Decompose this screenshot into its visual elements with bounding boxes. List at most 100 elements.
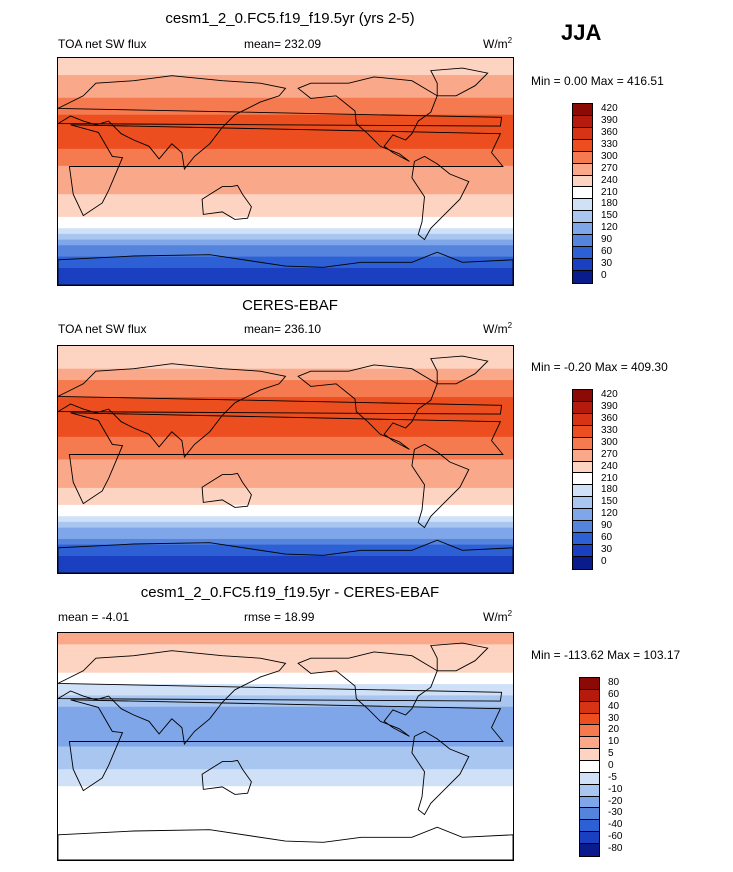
panel2-colorbar-tick: 420 [601,388,618,400]
panel3-mean-label: mean = -4.01 [58,610,130,624]
panel2-colorbar-tick: 30 [601,544,613,556]
panel3-colorbar-box [580,772,599,785]
panel2-title: CERES-EBAF [242,297,338,314]
panel1-zonal-band [58,256,513,263]
panel1-zonal-band [58,188,513,195]
panel3-colorbar-box [580,678,599,690]
panel2-coastline [430,355,489,385]
panel2-zonal-band [58,346,513,353]
panel2-zonal-band [58,493,513,500]
panel2-zonal-band [58,408,513,415]
panel2-zonal-band [58,482,513,489]
panel3-zonal-band [58,695,513,702]
panel1-zonal-band [58,69,513,76]
panel1-zonal-band [58,205,513,212]
panel3-zonal-band [58,661,513,668]
panel3-zonal-band [58,718,513,725]
panel2-zonal-band [58,357,513,364]
panel3-coastline [58,650,503,746]
panel2-zonal-band [58,351,513,358]
panel3-zonal-band [58,854,513,860]
panel3-zonal-band [58,633,513,640]
panel3-zonal-band [58,723,513,731]
panel2-coastline [297,364,438,450]
panel1-colorbar-tick: 270 [601,162,618,174]
panel1-zonal-band [58,250,513,258]
panel2-zonal-band [58,516,513,523]
panel1-colorbar-tick: 180 [601,198,618,210]
panel3-zonal-band [58,644,513,651]
panel1-variable-label: TOA net SW flux [58,37,147,51]
panel2-coastline [68,412,504,505]
panel1-colorbar-box [573,223,592,236]
panel1-zonal-band [58,86,513,93]
panel1-zonal-band [58,245,513,252]
panel3-zonal-band [58,814,513,821]
panel1-zonal-band [58,182,513,190]
panel2-zonal-band [58,567,513,573]
panel1-colorbar-tick: 330 [601,138,618,150]
panel2-zonal-band [58,431,513,438]
panel3-zonal-band [58,735,513,742]
panel1-zonal-band [58,267,513,275]
panel3-zonal-band [58,689,513,697]
panel2-zonal-band [58,453,513,461]
panel2-colorbar-tick: 330 [601,424,618,436]
panel2-colorbar-box [573,521,592,534]
panel1-zonal-band [58,148,513,156]
panel2-colorbar-tick: 240 [601,460,618,472]
panel3-zonal-band [58,780,513,787]
panel1-zonal-band [58,131,513,139]
panel2-colorbar-box [573,544,592,557]
panel3-colorbar-tick: -20 [608,795,623,807]
panel1-colorbar-tick: 0 [601,270,607,282]
panel2-zonal-band [58,465,513,472]
panel1-zonal-band [58,279,513,285]
panel3-colorbar-box [580,737,599,750]
panel2-colorbar-tick: 120 [601,508,618,520]
panel2-zonal-band [58,442,513,449]
panel3-zonal-band [58,752,513,759]
panel3-colorbar-box [580,689,599,702]
panel2-zonal-band [58,459,513,466]
panel3-colorbar [579,677,600,857]
panel2-zonal-band [58,363,513,370]
panel3-coastline [68,699,504,792]
panel3-coastline [201,759,252,795]
panel1-zonal-band [58,171,513,178]
panel2-colorbar-box [573,413,592,426]
panel3-zonal-band [58,791,513,799]
panel3-colorbar-box [580,808,599,821]
panel3-colorbar-box [580,832,599,845]
panel2-zonal-band [58,510,513,517]
panel1-coastline [201,184,252,220]
panel1-colorbar-box [573,247,592,259]
panel3-colorbar-box [580,713,599,726]
panel2-colorbar-box [573,485,592,498]
panel2-zonal-band [58,499,513,506]
panel1-colorbar-tick: 240 [601,174,618,186]
panel2-colorbar-tick: 180 [601,484,618,496]
panel3-coastline [297,651,438,737]
panel3-minmax: Min = -113.62 Max = 103.17 [531,648,681,662]
panel3-zonal-band [58,672,513,679]
panel2-colorbar-tick: 360 [601,412,618,424]
panel3-colorbar-box [580,784,599,797]
panel3-zonal-band [58,848,513,855]
panel3-colorbar-tick: 60 [608,688,620,700]
panel1-colorbar-box [573,115,592,128]
panel3-zonal-band [58,797,513,804]
panel3-zonal-band [58,763,513,770]
panel1-coastline [58,251,513,285]
panel2-coastline [201,472,252,508]
panel2-coastline [58,363,503,459]
panel2-zonal-band [58,391,513,398]
panel3-units: W/m2 [483,609,513,624]
panel2-zonal-band [58,402,513,410]
panel1-zonal-band [58,58,513,65]
panel3-map [57,632,514,861]
panel1-zonal-band [58,120,513,127]
panel1-title: cesm1_2_0.FC5.f19_f19.5yr (yrs 2-5) [165,10,415,27]
panel3-colorbar-box [580,844,599,856]
panel2-colorbar-tick: 270 [601,448,618,460]
